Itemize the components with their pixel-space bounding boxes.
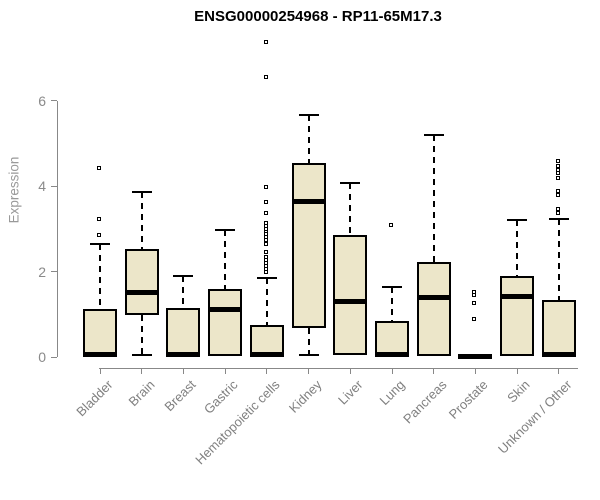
y-tick — [51, 356, 57, 358]
chart-title: ENSG00000254968 - RP11-65M17.3 — [194, 8, 442, 25]
outlier-point — [263, 220, 268, 225]
whisker-cap-upper — [548, 218, 569, 221]
outlier-point — [97, 166, 101, 171]
outlier-point — [263, 210, 268, 215]
x-tick — [391, 368, 393, 374]
whisker-cap-upper — [382, 286, 403, 289]
box-breast — [166, 307, 201, 357]
x-tick — [99, 368, 101, 374]
outlier-point — [263, 254, 268, 259]
whisker-upper — [349, 182, 352, 236]
x-tick — [266, 368, 268, 374]
median-line — [124, 290, 159, 296]
x-tick — [433, 368, 435, 374]
whisker-upper — [432, 134, 435, 262]
median-line — [166, 351, 201, 357]
whisker-upper — [224, 230, 227, 290]
box-kidney — [291, 162, 326, 329]
outlier-point — [263, 74, 268, 79]
y-tick — [51, 100, 57, 102]
whisker-cap-upper — [298, 113, 319, 116]
outlier-point — [97, 217, 101, 222]
x-tick — [349, 368, 351, 374]
whisker-cap-lower — [298, 354, 319, 357]
whisker-upper — [265, 277, 268, 326]
box-bladder — [83, 309, 117, 357]
x-tick — [308, 368, 310, 374]
median-line — [416, 295, 451, 301]
y-tick-label: 4 — [38, 178, 46, 195]
median-line — [458, 353, 493, 359]
whisker-cap-upper — [215, 229, 236, 232]
outlier-point — [555, 192, 560, 197]
outlier-point — [263, 185, 268, 190]
y-tick — [51, 271, 57, 273]
whisker-cap-lower — [131, 353, 152, 356]
box-liver — [333, 235, 368, 356]
median-line — [208, 307, 243, 313]
outlier-point — [472, 301, 477, 306]
whisker-upper — [391, 287, 394, 322]
whisker-cap-upper — [131, 190, 152, 193]
box-gastric — [208, 289, 243, 357]
whisker-upper — [307, 114, 310, 163]
y-tick-label: 0 — [38, 349, 46, 365]
box-skin — [500, 276, 535, 357]
median-line — [249, 351, 284, 357]
whisker-cap-upper — [173, 274, 194, 277]
whisker-upper — [182, 275, 185, 308]
whisker-lower — [140, 315, 143, 355]
outlier-point — [472, 317, 477, 322]
whisker-upper — [516, 220, 519, 277]
outlier-point — [97, 232, 101, 237]
x-tick — [182, 368, 184, 374]
outlier-point — [263, 39, 268, 44]
outlier-point — [555, 171, 560, 176]
median-line — [333, 298, 368, 304]
x-tick — [474, 368, 476, 374]
whisker-upper — [140, 191, 143, 250]
median-line — [541, 351, 576, 357]
y-axis-line — [57, 100, 58, 357]
whisker-upper — [99, 244, 101, 310]
x-tick — [224, 368, 226, 374]
outlier-point — [555, 167, 560, 172]
outlier-point — [555, 164, 560, 169]
whisker-cap-upper — [256, 276, 277, 279]
x-tick — [558, 368, 560, 374]
outlier-point — [555, 207, 560, 212]
median-line — [291, 198, 326, 204]
whisker-upper — [557, 219, 560, 301]
whisker-cap-upper — [423, 133, 444, 136]
outlier-point — [555, 188, 560, 193]
box-unknown-other — [541, 300, 576, 357]
whisker-cap-upper — [340, 181, 361, 184]
outlier-point — [555, 158, 560, 163]
y-tick — [51, 185, 57, 187]
whisker-cap-upper — [90, 243, 110, 246]
median-line — [375, 351, 410, 357]
box-brain — [124, 249, 159, 316]
median-line — [500, 294, 535, 300]
y-tick-label: 2 — [38, 263, 46, 280]
box-lung — [375, 321, 410, 357]
outlier-point — [263, 250, 268, 255]
x-axis-line — [99, 368, 578, 369]
box-pancreas — [416, 261, 451, 357]
x-tick — [141, 368, 143, 374]
outlier-point — [263, 242, 268, 247]
y-tick-label: 6 — [38, 92, 46, 109]
whisker-cap-upper — [507, 219, 528, 222]
outlier-point — [263, 200, 268, 205]
outlier-point — [389, 222, 394, 227]
outlier-point — [472, 290, 477, 295]
outlier-point — [555, 175, 560, 180]
median-line — [83, 351, 117, 357]
outlier-point — [555, 210, 560, 215]
whisker-lower — [307, 328, 310, 356]
x-tick — [516, 368, 518, 374]
